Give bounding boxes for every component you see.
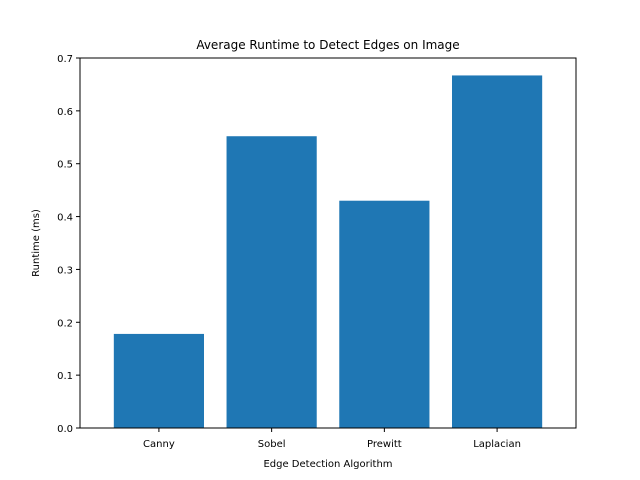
- chart-title: Average Runtime to Detect Edges on Image: [196, 38, 459, 52]
- y-tick-label: 0.0: [57, 424, 73, 435]
- bar-laplacian: [452, 75, 543, 428]
- bar-canny: [113, 333, 204, 428]
- x-tick-label-sobel: Sobel: [258, 439, 286, 450]
- plot-frame: [79, 57, 577, 429]
- x-axis: Canny Sobel Prewitt Laplacian: [143, 428, 521, 450]
- y-axis-label: Runtime (ms): [31, 209, 42, 277]
- bars-group: [113, 75, 543, 428]
- y-tick-label: 0.7: [57, 54, 73, 65]
- bar-prewitt: [339, 200, 430, 428]
- y-tick-label: 0.2: [57, 318, 73, 329]
- x-tick-label-laplacian: Laplacian: [473, 439, 521, 450]
- y-tick-label: 0.3: [57, 265, 73, 276]
- bar-sobel: [226, 136, 317, 428]
- y-tick-label: 0.5: [57, 160, 73, 171]
- y-axis: 0.0 0.1 0.2 0.3 0.4 0.5 0.6 0.7: [57, 54, 80, 435]
- x-tick-label-prewitt: Prewitt: [367, 439, 402, 450]
- x-tick-label-canny: Canny: [143, 439, 175, 450]
- x-axis-label: Edge Detection Algorithm: [263, 459, 392, 470]
- y-tick-label: 0.4: [57, 213, 73, 224]
- y-tick-label: 0.6: [57, 107, 73, 118]
- y-tick-label: 0.1: [57, 371, 73, 382]
